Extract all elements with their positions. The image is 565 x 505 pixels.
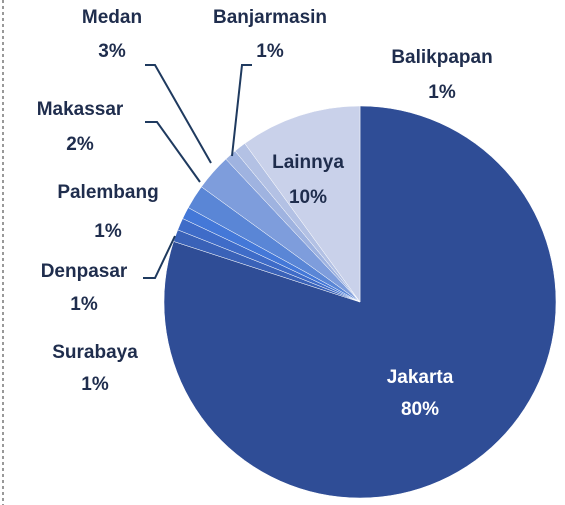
slice-label: Medan (82, 7, 142, 28)
value-label: 1% (428, 82, 456, 103)
slice-label: Jakarta (387, 367, 454, 388)
slice-label: Balikpapan (391, 47, 492, 68)
leader-line (143, 235, 176, 279)
leader-line (145, 64, 212, 164)
leader-line (231, 64, 252, 157)
slice-label: Banjarmasin (213, 7, 327, 28)
slice-label: Makassar (37, 99, 124, 120)
value-label: 1% (81, 374, 109, 395)
slice (244, 105, 361, 303)
value-label: 1% (94, 221, 122, 242)
slice-label: Palembang (57, 182, 158, 203)
slice-label: Surabaya (52, 342, 138, 363)
leader-line (145, 121, 201, 183)
pie (163, 105, 557, 499)
value-label: 3% (98, 41, 126, 62)
value-label: 80% (401, 399, 439, 420)
value-label: 1% (256, 41, 284, 62)
value-label: 10% (289, 187, 327, 208)
value-label: 1% (70, 294, 98, 315)
slice-label: Lainnya (272, 152, 344, 173)
slice-label: Denpasar (41, 261, 128, 282)
value-label: 2% (66, 134, 94, 155)
